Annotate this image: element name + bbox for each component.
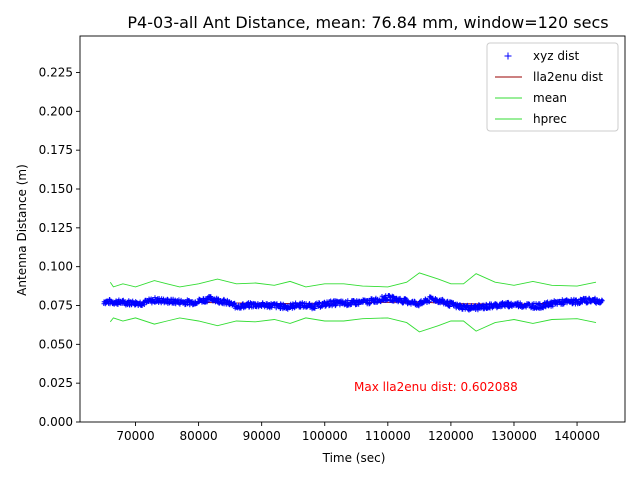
legend-entry: hprec	[495, 112, 567, 126]
xyz-point	[311, 305, 317, 311]
xyz-point	[561, 301, 567, 307]
y-tick-label: 0.125	[39, 221, 73, 235]
xyz-point	[599, 297, 605, 303]
xyz-point	[404, 297, 410, 302]
y-tick-label: 0.000	[39, 415, 73, 429]
x-tick-label: 70000	[116, 429, 154, 443]
x-axis-label: Time (sec)	[322, 451, 386, 465]
legend-label: hprec	[533, 112, 567, 126]
y-tick-label: 0.025	[39, 376, 73, 390]
xyz-point	[232, 300, 237, 306]
xyz-point	[529, 303, 535, 309]
x-tick-label: 80000	[179, 429, 217, 443]
legend-box	[486, 42, 619, 132]
xyz-point	[426, 299, 432, 305]
xyz-point	[366, 301, 372, 307]
xyz-point	[204, 299, 210, 305]
xyz-point	[367, 301, 373, 306]
y-axis-label: Antenna Distance (m)	[15, 164, 29, 296]
legend-label: xyz dist	[533, 49, 580, 63]
x-tick-label: 130000	[491, 429, 537, 443]
legend-label: mean	[533, 91, 567, 105]
plot-area	[101, 272, 605, 333]
xyz-point	[450, 300, 455, 306]
xyz-point	[416, 303, 422, 309]
xyz-point	[293, 300, 298, 306]
x-tick-label: 100000	[302, 429, 348, 443]
x-tick-label: 120000	[428, 429, 474, 443]
y-tick-label: 0.225	[39, 66, 73, 80]
chart-title: P4-03-all Ant Distance, mean: 76.84 mm, …	[127, 13, 608, 32]
y-tick-label: 0.150	[39, 182, 73, 196]
y-tick-label: 0.100	[39, 260, 73, 274]
legend: xyz dist lla2enu dist mean hprec	[486, 42, 619, 132]
y-tick-label: 0.175	[39, 143, 73, 157]
plot-frame	[79, 35, 626, 423]
xyz-point	[577, 301, 582, 306]
annotation-max-lla2enu: Max lla2enu dist: 0.602088	[354, 380, 518, 394]
series-line-3	[109, 317, 597, 333]
xyz-point	[142, 302, 147, 307]
y-tick-label: 0.075	[39, 299, 73, 313]
y-tick-label: 0.200	[39, 104, 73, 118]
series-line-2	[109, 272, 597, 288]
xyz-point	[447, 304, 452, 309]
xyz-point	[139, 303, 145, 308]
legend-label: lla2enu dist	[533, 70, 603, 84]
xyz-point	[550, 303, 556, 309]
series-markers-0	[101, 293, 605, 313]
x-tick-label: 140000	[554, 429, 600, 443]
xyz-point	[600, 298, 605, 303]
legend-entry: xyz dist	[504, 49, 580, 63]
x-tick-label: 110000	[365, 429, 411, 443]
legend-entry: lla2enu dist	[495, 70, 603, 84]
legend-marker	[504, 52, 512, 60]
xyz-point	[345, 298, 351, 303]
y-tick-label: 0.050	[39, 337, 73, 351]
legend-entry: mean	[495, 91, 567, 105]
x-tick-label: 90000	[243, 429, 281, 443]
axes: 70000 80000 90000 100000 110000 120000 130000 1…	[39, 35, 626, 443]
xyz-point	[292, 305, 297, 311]
